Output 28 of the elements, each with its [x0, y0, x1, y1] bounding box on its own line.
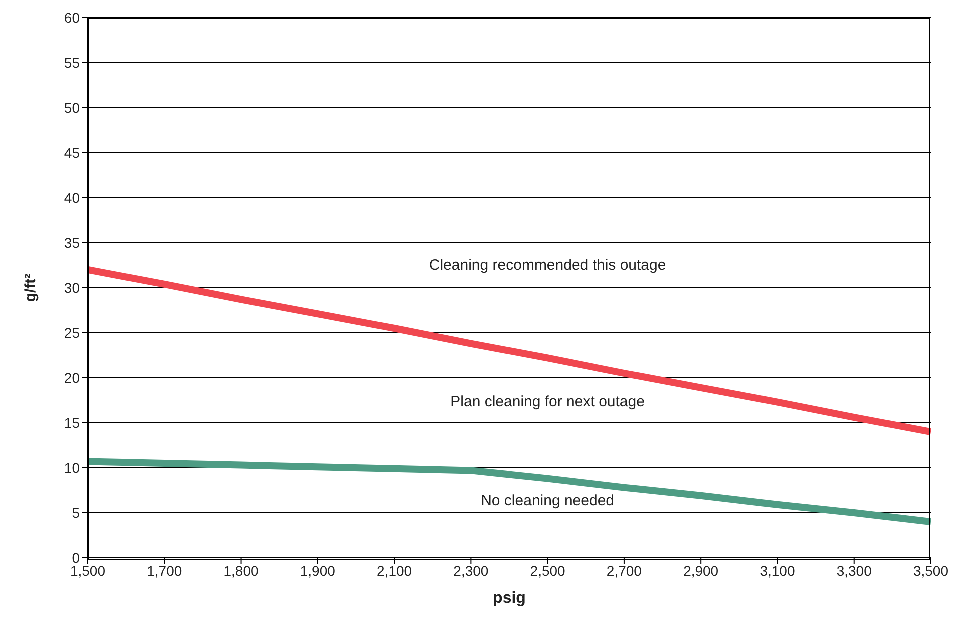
y-tick-label: 30 — [64, 280, 80, 296]
y-tick-label: 50 — [64, 100, 80, 116]
x-tick-label: 2,700 — [606, 562, 642, 579]
annotation: Plan cleaning for next outage — [450, 394, 645, 411]
x-tick-label: 3,100 — [760, 562, 796, 579]
y-tick-label: 55 — [64, 54, 80, 71]
y-tick-label: 40 — [64, 190, 80, 206]
x-axis-title: psig — [493, 590, 526, 607]
annotation: Cleaning recommended this outage — [429, 256, 666, 274]
y-tick-label: 25 — [64, 324, 80, 341]
y-tick-label: 15 — [64, 414, 80, 431]
y-axis-title: g/ft² — [22, 274, 40, 302]
x-tick-label: 3,300 — [836, 562, 872, 579]
x-tick-label: 1,800 — [224, 562, 259, 579]
x-tick-label: 1,700 — [147, 562, 182, 579]
x-tick-label: 1,900 — [300, 562, 336, 579]
x-tick-label: 2,100 — [377, 562, 412, 579]
y-tick-label: 20 — [64, 370, 80, 386]
annotation: No cleaning needed — [481, 492, 615, 510]
y-tick-label: 5 — [72, 504, 80, 521]
y-tick-label: 60 — [64, 10, 80, 26]
x-tick-label: 2,300 — [454, 562, 489, 579]
y-tick-label: 10 — [64, 460, 80, 476]
x-tick-label: 2,900 — [684, 562, 719, 579]
y-tick-label: 45 — [64, 144, 80, 161]
y-tick-label: 35 — [64, 234, 80, 251]
x-tick-label: 3,500 — [913, 562, 949, 579]
x-tick-label: 2,500 — [530, 562, 566, 579]
